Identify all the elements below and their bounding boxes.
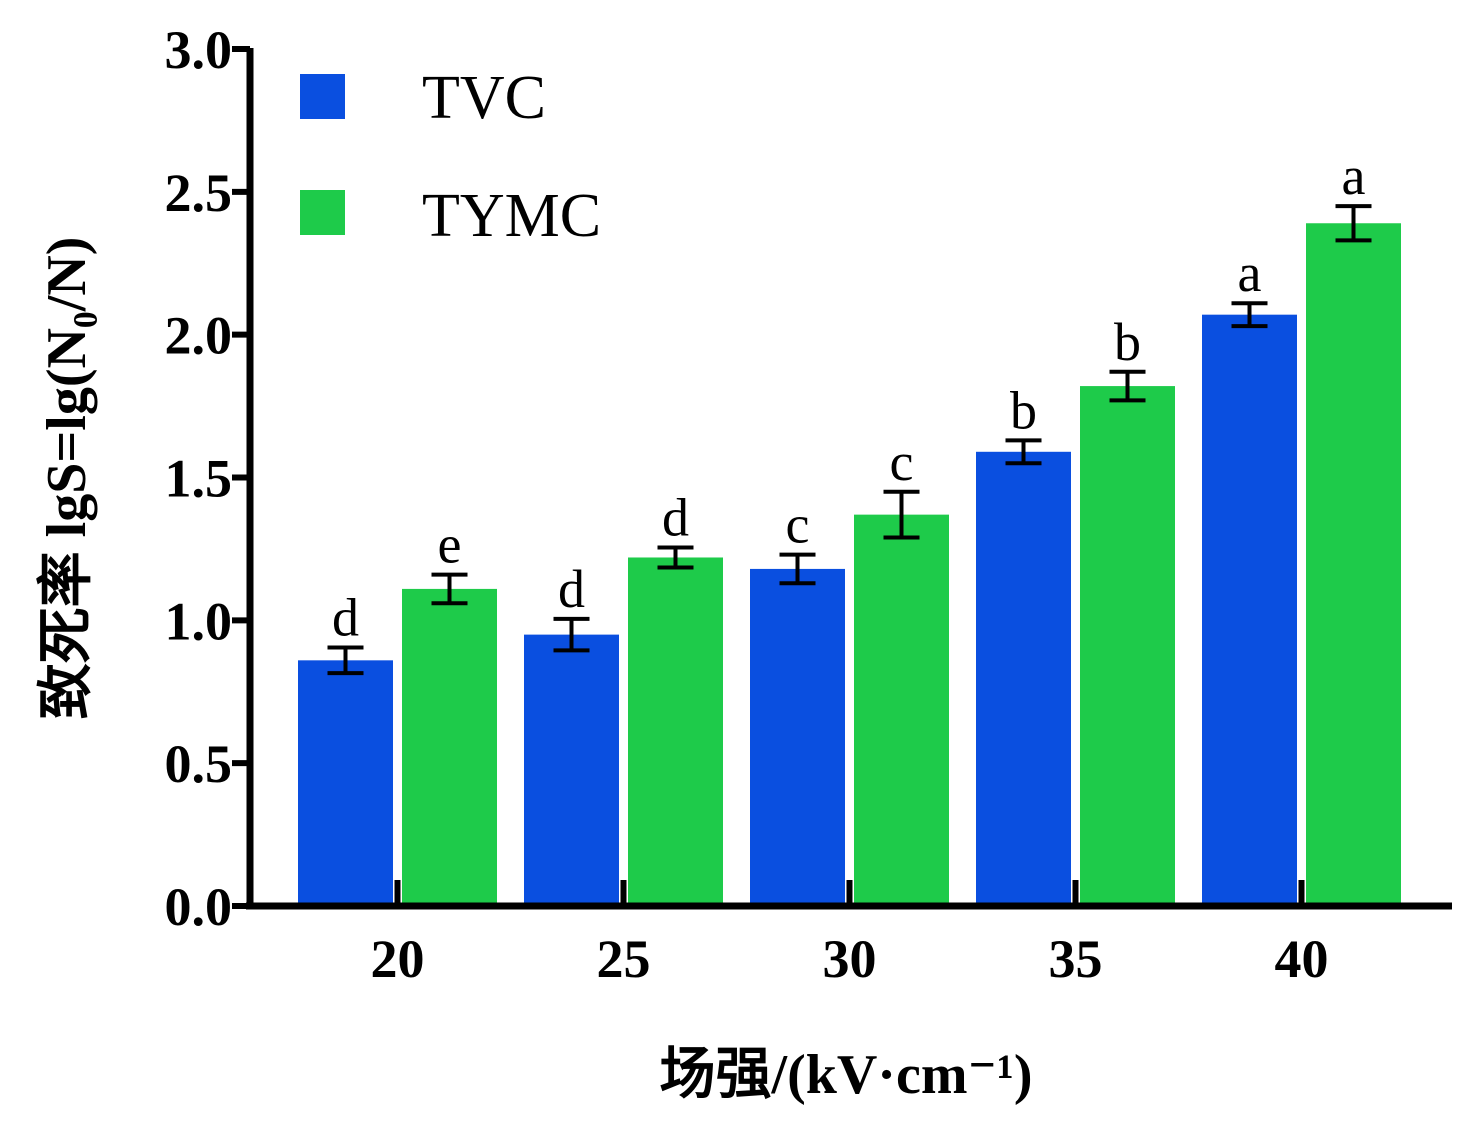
- x-tick-label: 40: [1275, 929, 1329, 989]
- error-bar-tvc-35: [1005, 438, 1042, 466]
- bar-tymc-40: [1306, 223, 1401, 907]
- significance-letter-tymc-35: b: [1114, 312, 1141, 372]
- bar-tymc-25: [628, 557, 723, 906]
- legend-label-tvc: TVC: [422, 64, 546, 132]
- error-bar-tvc-30: [779, 552, 816, 586]
- significance-letter-tymc-40: a: [1342, 146, 1366, 206]
- error-bar-tvc-40: [1231, 301, 1268, 329]
- error-bar-tymc-30: [883, 489, 920, 540]
- bar-tvc-40: [1202, 314, 1297, 906]
- x-tick-label: 25: [597, 929, 651, 989]
- bar-tvc-20: [298, 660, 393, 906]
- y-ticks-layer: 0.0 0.5 1.0 1.5 2.0 2.5 3.0: [165, 20, 250, 937]
- y-tick-label: 1.5: [165, 449, 233, 509]
- significance-letters-layer: d d c b a e d c b a: [332, 146, 1366, 647]
- y-tick-label: 0.0: [165, 877, 233, 937]
- error-bar-tymc-35: [1109, 369, 1146, 403]
- significance-letter-tvc-40: a: [1238, 243, 1262, 303]
- bar-tvc-35: [976, 451, 1071, 906]
- x-axis-title: 场强/(kV·cm⁻¹): [660, 1044, 1033, 1106]
- bar-tymc-20: [402, 588, 497, 906]
- legend: TVC TYMC: [300, 64, 601, 250]
- y-axis-title: 致死率 lgS=lg(N₀/N): [36, 237, 98, 720]
- significance-letter-tymc-20: e: [438, 515, 462, 575]
- significance-letter-tymc-30: c: [890, 432, 914, 492]
- error-bar-tvc-25: [553, 616, 590, 653]
- y-tick-label: 1.0: [165, 591, 233, 651]
- bar-tymc-35: [1080, 386, 1175, 906]
- legend-label-tymc: TYMC: [422, 182, 601, 250]
- x-tick-label: 35: [1049, 929, 1103, 989]
- bars-layer: [298, 223, 1401, 907]
- error-bar-tymc-40: [1335, 204, 1372, 243]
- significance-letter-tvc-35: b: [1010, 380, 1037, 440]
- error-bar-tymc-25: [657, 545, 694, 570]
- y-tick-label: 2.5: [165, 163, 233, 223]
- significance-letter-tymc-25: d: [662, 487, 689, 547]
- error-bars-layer: [327, 204, 1372, 676]
- bar-tvc-25: [524, 634, 619, 906]
- y-tick-label: 0.5: [165, 734, 233, 794]
- error-bar-tvc-20: [327, 645, 364, 676]
- bar-tymc-30: [854, 514, 949, 906]
- y-tick-label: 2.0: [165, 306, 233, 366]
- significance-letter-tvc-25: d: [558, 559, 585, 619]
- significance-letter-tvc-20: d: [332, 587, 359, 647]
- x-ticks-layer: 20 25 30 35 40: [371, 880, 1329, 989]
- legend-swatch-tvc: [300, 74, 345, 119]
- error-bar-tymc-20: [431, 572, 468, 606]
- bar-tvc-30: [750, 568, 845, 906]
- x-tick-label: 30: [823, 929, 877, 989]
- y-tick-label: 3.0: [165, 20, 233, 80]
- legend-swatch-tymc: [300, 190, 345, 235]
- significance-letter-tvc-30: c: [786, 495, 810, 555]
- x-tick-label: 20: [371, 929, 425, 989]
